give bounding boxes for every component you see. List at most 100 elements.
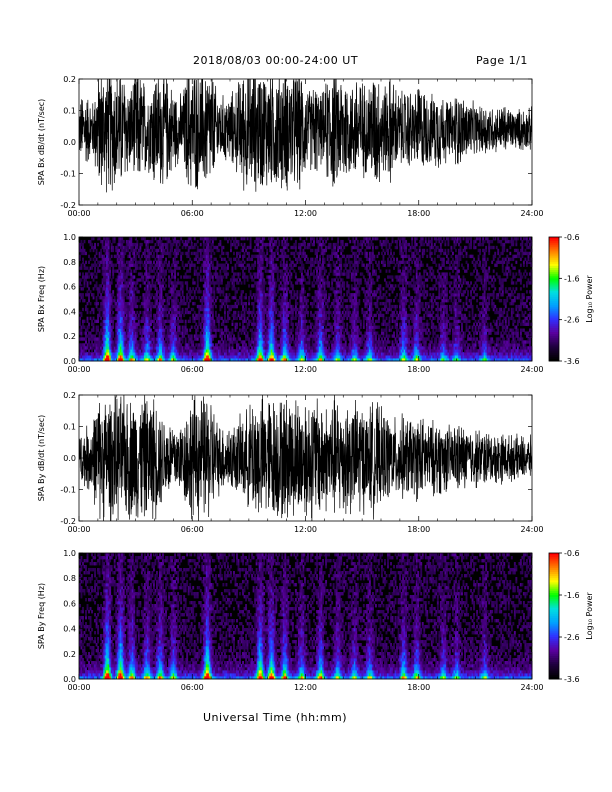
- spectrogram-cell: [98, 254, 101, 259]
- spectrogram-cell: [261, 260, 264, 264]
- spectrogram-cell: [322, 260, 325, 264]
- spectrogram-cell: [257, 322, 260, 326]
- spectrogram-cell: [223, 358, 226, 362]
- spectrogram-cell: [254, 346, 257, 350]
- spectrogram-cell: [113, 254, 116, 259]
- spectrogram-cell: [205, 334, 208, 338]
- spectrogram-cell: [101, 239, 104, 244]
- spectrogram-cell: [287, 355, 290, 359]
- spectrogram-cell: [91, 245, 93, 250]
- spectrogram-cell: [168, 281, 170, 285]
- spectrogram-cell: [83, 278, 86, 282]
- spectrogram-cell: [275, 349, 278, 353]
- spectrogram-cell: [205, 260, 208, 264]
- spectrogram-cell: [177, 278, 180, 282]
- spectrogram-cell: [270, 352, 273, 356]
- spectrogram-cell: [154, 313, 157, 318]
- spectrogram-cell: [272, 257, 275, 262]
- spectrogram-cell: [211, 248, 214, 253]
- spectrogram-cell: [260, 352, 263, 356]
- spectrogram-cell: [300, 325, 303, 329]
- spectrogram-cell: [222, 319, 225, 324]
- spectrogram-cell: [242, 272, 244, 276]
- spectrogram-cell: [260, 355, 263, 359]
- spectrogram-cell: [174, 358, 177, 362]
- spectrogram-cell: [174, 293, 177, 297]
- spectrogram-cell: [308, 349, 311, 353]
- spectrogram-cell: [100, 296, 103, 300]
- spectrogram-cell: [281, 337, 284, 341]
- spectrogram-cell: [91, 340, 93, 344]
- spectrogram-cell: [146, 355, 149, 359]
- spectrogram-cell: [104, 310, 107, 315]
- spectrogram-cell: [294, 263, 297, 267]
- spectrogram-cell: [175, 263, 178, 267]
- spectrogram-cell: [275, 334, 278, 338]
- spectrogram-cell: [257, 281, 260, 285]
- spectrogram-cell: [145, 248, 148, 253]
- spectrogram-cell: [316, 237, 318, 241]
- spectrogram-cell: [316, 260, 318, 264]
- spectrogram-cell: [300, 287, 303, 291]
- spectrogram-cell: [110, 263, 113, 267]
- spectrogram-cell: [88, 275, 90, 279]
- spectrogram-cell: [139, 245, 142, 250]
- spectrogram-cell: [202, 343, 205, 347]
- spectrogram-cell: [180, 316, 183, 321]
- spectrogram-cell: [146, 334, 149, 338]
- spectrogram-cell: [106, 358, 109, 362]
- spectrogram-cell: [91, 328, 93, 332]
- spectrogram-cell: [204, 316, 207, 321]
- spectrogram-cell: [142, 331, 145, 335]
- spectrogram-cell: [136, 260, 139, 264]
- spectrogram-cell: [180, 284, 183, 288]
- spectrogram-cell: [233, 242, 235, 247]
- spectrogram-cell: [130, 248, 133, 253]
- spectrogram-cell: [211, 275, 214, 279]
- spectrogram-cell: [193, 358, 196, 362]
- spectrogram-cell: [308, 358, 311, 362]
- spectrogram-cell: [113, 343, 116, 347]
- spectrogram-cell: [225, 358, 228, 362]
- spectrogram-cell: [302, 299, 305, 303]
- spectrogram-cell: [178, 293, 181, 297]
- spectrogram-cell: [322, 266, 325, 270]
- spectrogram-cell: [270, 257, 273, 262]
- spectrogram-cell: [156, 337, 158, 341]
- spectrogram-cell: [124, 322, 127, 326]
- spectrogram-cell: [142, 299, 145, 303]
- spectrogram-cell: [220, 316, 223, 321]
- spectrogram-cell: [300, 337, 303, 341]
- spectrogram-cell: [261, 301, 264, 306]
- spectrogram-cell: [171, 346, 174, 350]
- spectrogram-cell: [101, 304, 104, 309]
- spectrogram-cell: [107, 346, 110, 350]
- spectrogram-cell: [172, 346, 175, 350]
- spectrogram-cell: [226, 337, 229, 341]
- spectrogram-cell: [172, 284, 175, 288]
- spectrogram-cell: [326, 316, 329, 321]
- spectrogram-cell: [94, 352, 97, 356]
- spectrogram-cell: [287, 242, 290, 247]
- spectrogram-cell: [254, 248, 257, 253]
- spectrogram-cell: [168, 346, 170, 350]
- spectrogram-cell: [128, 290, 131, 294]
- spectrogram-cell: [276, 334, 279, 338]
- spectrogram-cell: [240, 263, 243, 267]
- spectrogram-cell: [136, 278, 139, 282]
- spectrogram-cell: [89, 290, 92, 294]
- spectrogram-cell: [314, 328, 317, 332]
- spectrogram-cell: [154, 316, 157, 321]
- spectrogram-cell: [202, 331, 205, 335]
- spectrogram-cell: [115, 269, 118, 273]
- spectrogram-cell: [332, 310, 335, 315]
- spectrogram-cell: [233, 313, 235, 318]
- spectrogram-cell: [267, 343, 270, 347]
- spectrogram-cell: [166, 301, 169, 306]
- spectrogram-cell: [104, 346, 107, 350]
- spectrogram-cell: [276, 269, 279, 273]
- spectrogram-cell: [240, 290, 243, 294]
- spectrogram-cell: [300, 284, 303, 288]
- spectrogram-cell: [186, 293, 189, 297]
- spectrogram-cell: [236, 254, 238, 259]
